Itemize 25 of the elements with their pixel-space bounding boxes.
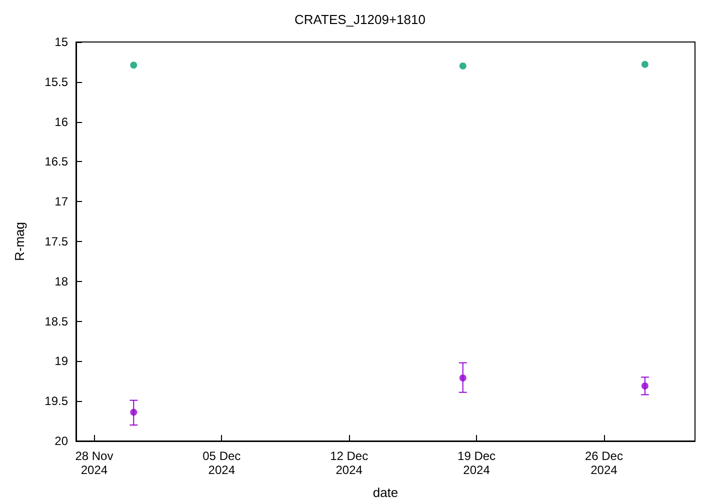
y-tick-label: 17 xyxy=(54,194,68,209)
x-tick-label: 19 Dec 2024 xyxy=(458,449,496,477)
x-axis-title: date xyxy=(372,485,398,500)
point xyxy=(459,62,466,70)
y-axis-title: R-mag xyxy=(12,222,27,262)
point xyxy=(130,62,138,69)
y-tick-label: 18 xyxy=(54,274,68,288)
x-tick-label: 05 Dec 2024 xyxy=(202,449,241,477)
point xyxy=(641,60,648,68)
y-tick-label: 19.5 xyxy=(44,394,68,408)
y-tick-label: 17.5 xyxy=(44,234,68,248)
y-tick-label: 16.5 xyxy=(44,154,68,169)
y-tick-label: 18.5 xyxy=(44,314,68,328)
chart-title: CRATES_J1209+1810 xyxy=(294,12,426,27)
x-tick-label: 28 Nov 2024 xyxy=(75,449,114,477)
y-tick-label: 15.5 xyxy=(44,74,68,89)
point xyxy=(459,374,466,382)
x-tick-label: 26 Dec 2024 xyxy=(584,449,623,477)
point xyxy=(641,382,648,390)
y-tick-label: 19 xyxy=(54,354,68,368)
x-tick-label: 12 Dec 2024 xyxy=(330,449,368,477)
point xyxy=(130,408,138,416)
y-tick-label: 20 xyxy=(54,434,68,448)
y-tick-label: 15 xyxy=(54,35,68,49)
y-tick-label: 16 xyxy=(54,114,68,129)
